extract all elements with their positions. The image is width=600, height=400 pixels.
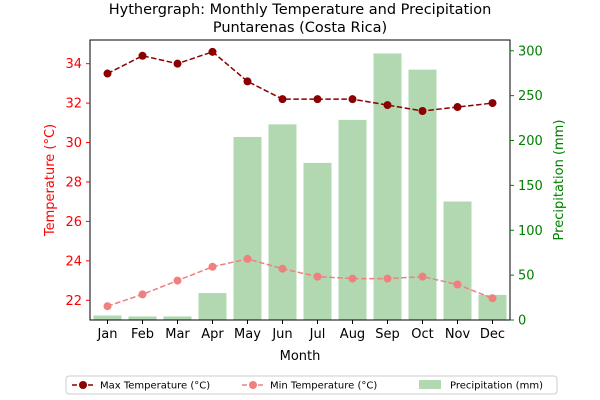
precip-bar-jan [93, 315, 122, 320]
x-axis-ticks: Jan Feb Mar Apr May Jun Jul Aug Sep Oct Nov Dec [96, 320, 505, 342]
precip-bar-apr [198, 293, 227, 320]
x-tick-label: Jul [309, 327, 326, 342]
chart-subtitle: Puntarenas (Costa Rica) [213, 20, 387, 36]
right-tick-label: 100 [518, 224, 543, 239]
left-axis-ticks: 22 24 26 28 30 32 34 [65, 57, 90, 309]
x-tick-label: Nov [445, 327, 471, 342]
min-temp-point-mar [173, 276, 182, 285]
legend: Max Temperature (°C) Min Temperature (°C… [65, 375, 558, 395]
temperature-lines [103, 47, 497, 311]
chart-title: Hythergraph: Monthly Temperature and Pre… [109, 2, 492, 18]
x-tick-label: Oct [411, 327, 433, 342]
min-temp-point-apr [208, 262, 217, 271]
precip-bar-mar [163, 316, 192, 320]
left-tick-label: 26 [65, 215, 82, 230]
right-tick-label: 250 [518, 89, 543, 104]
right-tick-label: 300 [518, 44, 543, 59]
precip-bar-jul [303, 162, 332, 320]
max-temp-point-aug [348, 95, 357, 104]
plot-frame [89, 39, 511, 321]
left-tick-label: 22 [65, 294, 82, 309]
precip-bar-aug [338, 119, 367, 320]
legend-max-temp-label: Max Temperature (°C) [100, 381, 210, 392]
precip-bar-jun [268, 124, 297, 320]
precip-bar-nov [443, 201, 472, 320]
max-temp-point-jul [313, 95, 322, 104]
legend-min-temp-label: Min Temperature (°C) [270, 381, 377, 392]
right-tick-label: 200 [518, 134, 543, 149]
precipitation-bars [93, 53, 507, 320]
min-temp-point-jan [103, 302, 112, 311]
right-axis-ticks: 0 50 100 150 200 250 300 [510, 44, 543, 329]
max-temp-point-dec [488, 99, 497, 108]
max-temp-point-jan [103, 69, 112, 78]
max-temp-point-jun [278, 95, 287, 104]
x-tick-label: Sep [375, 327, 400, 342]
max-temp-point-sep [383, 101, 392, 110]
min-temp-line [107, 258, 493, 307]
min-temp-point-sep [383, 274, 392, 283]
right-tick-label: 150 [518, 179, 543, 194]
left-tick-label: 28 [65, 175, 82, 190]
precip-bar-may [233, 136, 262, 320]
x-tick-label: Feb [131, 327, 154, 342]
max-temp-point-nov [453, 103, 462, 112]
right-tick-label: 50 [518, 269, 535, 284]
right-axis-label: Precipitation (mm) [552, 120, 567, 241]
x-tick-label: Mar [165, 327, 190, 342]
min-temp-point-oct [418, 272, 427, 281]
x-axis-label: Month [280, 349, 321, 364]
x-tick-label: Apr [201, 327, 224, 342]
x-tick-label: Dec [480, 327, 505, 342]
right-tick-label: 0 [518, 314, 526, 329]
left-tick-label: 30 [65, 136, 82, 151]
legend-precip-label: Precipitation (mm) [450, 381, 543, 392]
legend-min-temp-marker [249, 381, 257, 389]
x-tick-label: Aug [340, 327, 365, 342]
left-axis-label: Temperature (°C) [43, 124, 58, 237]
left-tick-label: 34 [65, 57, 82, 72]
max-temp-point-oct [418, 106, 427, 115]
max-temp-point-may [243, 77, 252, 86]
min-temp-point-feb [138, 290, 147, 299]
max-temp-point-apr [208, 47, 217, 56]
max-temp-line [107, 50, 493, 112]
x-tick-label: May [234, 327, 261, 342]
min-temp-point-may [243, 254, 252, 263]
x-tick-label: Jan [96, 327, 117, 342]
min-temp-point-nov [453, 280, 462, 289]
legend-max-temp-marker [79, 381, 87, 389]
min-temp-point-jun [278, 264, 287, 273]
precip-bar-feb [128, 316, 157, 320]
left-tick-label: 32 [65, 97, 82, 112]
x-tick-label: Jun [271, 327, 292, 342]
min-temp-point-jul [313, 272, 322, 281]
legend-precip-swatch [419, 380, 441, 389]
min-temp-point-aug [348, 274, 357, 283]
max-temp-point-feb [138, 51, 147, 60]
min-temp-point-dec [488, 294, 497, 303]
max-temp-point-mar [173, 59, 182, 68]
left-tick-label: 24 [65, 254, 82, 269]
